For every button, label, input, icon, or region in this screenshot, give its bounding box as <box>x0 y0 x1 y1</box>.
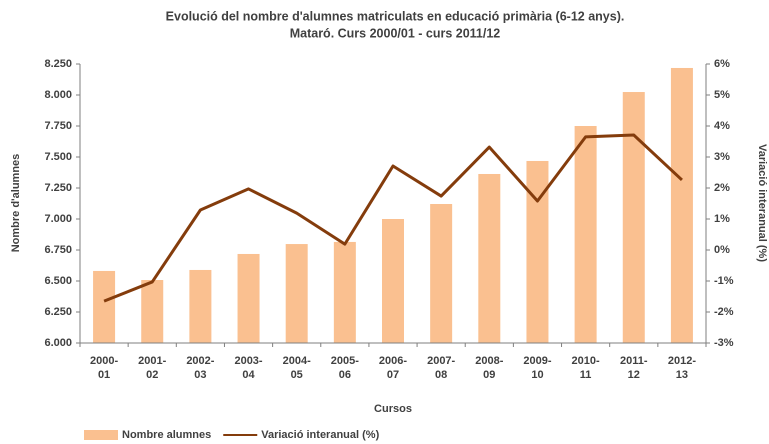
x-tick-label-line: 2006- <box>379 355 407 367</box>
y2-tick-label: 0% <box>714 244 730 256</box>
x-tick-label: 2008- 09 <box>475 355 503 381</box>
x-tick-label: 2000- 01 <box>90 355 118 381</box>
x-tick-label-line: 11 <box>580 369 592 381</box>
bar <box>622 92 645 343</box>
x-tick-label-line: 08 <box>435 369 447 381</box>
x-tick-label: 2004- 05 <box>283 355 311 381</box>
x-tick-label-line: 2005- <box>331 355 359 367</box>
x-tick-label-line: 2009- <box>523 355 551 367</box>
y-tick-label: 8.250 <box>44 58 72 70</box>
x-tick-label-line: 2011- <box>620 355 648 367</box>
y-tick-label: 7.000 <box>44 213 72 225</box>
x-tick-label-line: 05 <box>291 369 303 381</box>
x-tick-label: 2002- 03 <box>186 355 214 381</box>
x-tick-label-line: 2007- <box>427 355 455 367</box>
y2-tick-label: 3% <box>714 151 730 163</box>
y-tick-label: 6.000 <box>44 337 72 349</box>
x-tick-label-line: 12 <box>628 369 640 381</box>
y2-tick-label: 4% <box>714 120 730 132</box>
y-tick-label: 6.500 <box>44 275 72 287</box>
y2-tick-label: 1% <box>714 213 730 225</box>
bar <box>478 173 501 343</box>
y-tick-label: 7.500 <box>44 151 72 163</box>
bar <box>285 244 308 343</box>
x-tick-label-line: 2004- <box>283 355 311 367</box>
y-tick-label: 8.000 <box>44 89 72 101</box>
bar <box>333 241 356 343</box>
x-tick-label-line: 2002- <box>186 355 214 367</box>
y-tick-label: 7.250 <box>44 182 72 194</box>
x-tick-label: 2012- 13 <box>668 355 696 381</box>
x-tick-label-line: 07 <box>387 369 399 381</box>
x-tick-label-line: 13 <box>676 369 688 381</box>
bar <box>430 203 453 343</box>
x-tick-label-line: 2010- <box>572 355 600 367</box>
x-tick-label-line: 09 <box>483 369 495 381</box>
x-axis-label: Cursos <box>374 403 412 415</box>
bar <box>189 269 212 343</box>
legend-swatch <box>84 430 118 440</box>
x-tick-label: 2001- 02 <box>138 355 166 381</box>
bar <box>141 280 164 343</box>
chart-subtitle: Mataró. Curs 2000/01 - curs 2011/12 <box>290 26 501 40</box>
x-tick-label-line: 04 <box>242 369 255 381</box>
x-tick-label-line: 2008- <box>475 355 503 367</box>
legend-label: Nombre alumnes <box>122 429 211 441</box>
x-tick-label-line: 01 <box>98 369 110 381</box>
y-axis-label: Nombre d'alumnes <box>10 154 22 253</box>
bar <box>574 126 597 343</box>
bar <box>93 270 116 343</box>
x-tick-label-line: 03 <box>194 369 206 381</box>
x-tick-label-line: 2003- <box>234 355 262 367</box>
x-tick-label: 2009- 10 <box>523 355 551 381</box>
y2-tick-label: -2% <box>714 306 734 318</box>
bar <box>670 67 693 343</box>
x-tick-label: 2006- 07 <box>379 355 407 381</box>
bar <box>237 253 260 343</box>
y-tick-label: 6.250 <box>44 306 72 318</box>
y2-tick-label: 5% <box>714 89 730 101</box>
x-tick-label: 2005- 06 <box>331 355 359 381</box>
y2-tick-label: 6% <box>714 58 730 70</box>
x-tick-label: 2010- 11 <box>572 355 600 381</box>
line <box>103 133 683 303</box>
x-tick-label: 2003- 04 <box>234 355 262 381</box>
y2-tick-label: -3% <box>714 337 734 349</box>
legend-label: Variació interanual (%) <box>261 429 379 441</box>
y-tick-label: 6.750 <box>44 244 72 256</box>
x-tick-label-line: 10 <box>531 369 543 381</box>
bar <box>526 160 549 343</box>
y2-axis-label: Variació interanual (%) <box>756 144 768 262</box>
x-tick-label: 2011- 12 <box>620 355 648 381</box>
chart-title: Evolució del nombre d'alumnes matriculat… <box>166 9 625 23</box>
x-tick-label: 2007- 08 <box>427 355 455 381</box>
y-tick-label: 7.750 <box>44 120 72 132</box>
bar <box>382 219 404 343</box>
x-tick-label-line: 2000- <box>90 355 118 367</box>
x-tick-label-line: 06 <box>339 369 351 381</box>
y2-tick-label: -1% <box>714 275 734 287</box>
x-tick-label-line: 02 <box>146 369 158 381</box>
x-tick-label-line: 2012- <box>668 355 696 367</box>
x-tick-label-line: 2001- <box>138 355 166 367</box>
y2-tick-label: 2% <box>714 182 730 194</box>
